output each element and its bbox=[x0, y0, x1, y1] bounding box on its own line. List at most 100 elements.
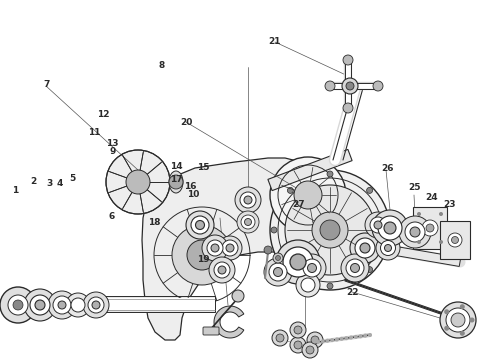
Text: 2: 2 bbox=[30, 177, 36, 186]
Circle shape bbox=[367, 267, 372, 273]
Circle shape bbox=[276, 334, 284, 342]
Circle shape bbox=[374, 221, 382, 229]
Circle shape bbox=[24, 289, 56, 321]
Circle shape bbox=[296, 273, 320, 297]
Circle shape bbox=[354, 335, 358, 339]
Circle shape bbox=[186, 211, 214, 239]
Bar bbox=[100, 298, 215, 310]
Circle shape bbox=[460, 331, 465, 336]
Circle shape bbox=[294, 181, 322, 209]
Circle shape bbox=[346, 82, 354, 90]
Circle shape bbox=[288, 267, 294, 273]
Circle shape bbox=[451, 313, 465, 327]
Circle shape bbox=[439, 240, 443, 244]
Text: 13: 13 bbox=[106, 139, 119, 148]
Circle shape bbox=[290, 322, 306, 338]
Text: 6: 6 bbox=[109, 212, 115, 220]
Circle shape bbox=[376, 236, 400, 260]
Circle shape bbox=[422, 220, 438, 236]
Text: 25: 25 bbox=[408, 184, 420, 193]
Circle shape bbox=[451, 237, 459, 243]
Circle shape bbox=[360, 243, 370, 253]
Circle shape bbox=[0, 287, 36, 323]
Circle shape bbox=[218, 266, 226, 274]
Circle shape bbox=[211, 244, 219, 252]
Circle shape bbox=[417, 240, 421, 244]
Circle shape bbox=[283, 247, 313, 277]
Circle shape bbox=[276, 240, 320, 284]
FancyBboxPatch shape bbox=[203, 327, 219, 335]
Circle shape bbox=[370, 217, 386, 233]
Circle shape bbox=[241, 215, 255, 229]
Circle shape bbox=[294, 326, 302, 334]
Circle shape bbox=[294, 341, 302, 349]
Circle shape bbox=[92, 301, 100, 309]
Circle shape bbox=[327, 171, 333, 177]
Circle shape bbox=[66, 293, 90, 317]
Circle shape bbox=[275, 256, 280, 261]
Circle shape bbox=[214, 262, 230, 278]
Circle shape bbox=[343, 55, 353, 65]
Circle shape bbox=[349, 336, 353, 339]
FancyArrow shape bbox=[389, 246, 461, 266]
Circle shape bbox=[202, 235, 228, 261]
Circle shape bbox=[325, 81, 335, 91]
Circle shape bbox=[381, 240, 395, 256]
Circle shape bbox=[446, 308, 470, 332]
Ellipse shape bbox=[169, 171, 183, 193]
Circle shape bbox=[209, 257, 235, 283]
Circle shape bbox=[298, 254, 326, 282]
Circle shape bbox=[308, 264, 317, 273]
Text: 11: 11 bbox=[88, 128, 100, 137]
Circle shape bbox=[368, 333, 372, 337]
Circle shape bbox=[126, 170, 150, 194]
Text: 17: 17 bbox=[170, 175, 183, 184]
Circle shape bbox=[355, 238, 375, 258]
Circle shape bbox=[288, 188, 294, 193]
Circle shape bbox=[285, 185, 375, 275]
Text: 26: 26 bbox=[381, 164, 393, 173]
Circle shape bbox=[270, 170, 390, 290]
Circle shape bbox=[244, 196, 252, 204]
Circle shape bbox=[439, 212, 443, 216]
Circle shape bbox=[365, 212, 391, 238]
Circle shape bbox=[237, 211, 259, 233]
Text: 18: 18 bbox=[148, 218, 161, 227]
Circle shape bbox=[378, 216, 402, 240]
Circle shape bbox=[312, 212, 348, 248]
Circle shape bbox=[235, 187, 261, 213]
Circle shape bbox=[346, 259, 364, 277]
Circle shape bbox=[410, 227, 420, 237]
Circle shape bbox=[469, 318, 474, 323]
Text: 19: 19 bbox=[197, 255, 210, 264]
FancyArrow shape bbox=[268, 149, 352, 190]
Circle shape bbox=[264, 258, 292, 286]
Circle shape bbox=[58, 301, 66, 309]
Circle shape bbox=[13, 300, 23, 310]
Text: 20: 20 bbox=[180, 118, 193, 127]
Circle shape bbox=[273, 267, 283, 276]
Circle shape bbox=[367, 188, 372, 193]
Circle shape bbox=[169, 175, 183, 189]
Circle shape bbox=[344, 336, 348, 340]
Circle shape bbox=[327, 283, 333, 289]
Circle shape bbox=[311, 336, 319, 344]
Text: 22: 22 bbox=[346, 288, 359, 297]
Circle shape bbox=[444, 326, 449, 331]
Circle shape bbox=[373, 81, 383, 91]
Circle shape bbox=[426, 224, 434, 232]
Circle shape bbox=[335, 337, 339, 341]
Circle shape bbox=[460, 304, 465, 309]
Text: 21: 21 bbox=[268, 37, 281, 46]
Circle shape bbox=[359, 334, 363, 338]
Circle shape bbox=[307, 332, 323, 348]
Text: 1: 1 bbox=[12, 186, 18, 195]
Text: 12: 12 bbox=[97, 110, 109, 119]
Circle shape bbox=[350, 233, 380, 263]
Circle shape bbox=[191, 216, 209, 234]
Circle shape bbox=[172, 225, 232, 285]
Text: 16: 16 bbox=[184, 182, 196, 191]
Text: 8: 8 bbox=[159, 61, 165, 70]
Circle shape bbox=[290, 254, 306, 270]
Circle shape bbox=[218, 236, 242, 260]
